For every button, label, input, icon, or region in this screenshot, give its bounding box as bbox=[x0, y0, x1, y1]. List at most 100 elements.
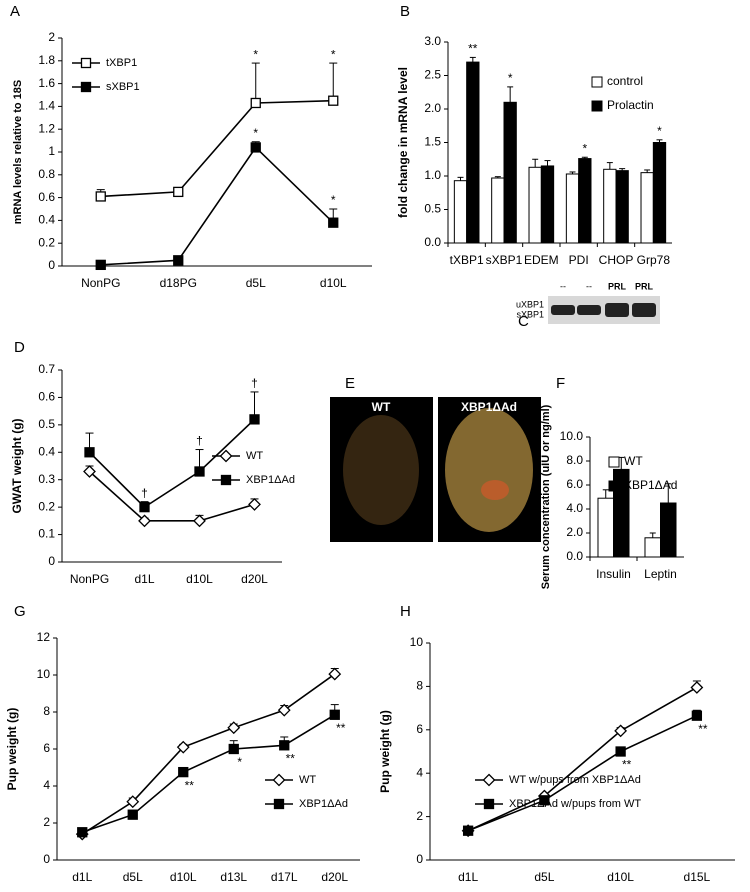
y-tick-label: 0.7 bbox=[38, 362, 55, 376]
y-tick-label: 2.5 bbox=[424, 68, 441, 82]
y-tick-label: 1.2 bbox=[38, 121, 55, 135]
marker bbox=[277, 703, 291, 717]
y-tick-label: 10 bbox=[37, 667, 51, 681]
x-tick-label: d5L bbox=[123, 870, 143, 884]
panel-label: C bbox=[518, 313, 529, 330]
marker bbox=[249, 414, 260, 425]
marker bbox=[279, 740, 290, 751]
image-label: XBP1ΔAd bbox=[461, 400, 517, 414]
marker bbox=[462, 825, 474, 836]
panel-label: A bbox=[10, 3, 20, 20]
marker bbox=[273, 798, 285, 810]
legend-label: WT bbox=[246, 450, 263, 462]
y-tick-label: 10 bbox=[410, 635, 424, 649]
x-tick-label: tXBP1 bbox=[450, 253, 484, 267]
lane-label: -- bbox=[560, 281, 566, 291]
y-tick-label: 0.0 bbox=[424, 235, 441, 249]
y-tick-label: 0 bbox=[43, 852, 50, 866]
y-axis-label: Pup weight (g) bbox=[5, 708, 19, 791]
y-tick-label: 8 bbox=[416, 679, 423, 693]
legend-label: XBP1ΔAd bbox=[246, 474, 295, 486]
y-tick-label: 12 bbox=[37, 630, 51, 644]
significance: * bbox=[508, 71, 513, 85]
x-tick-label: d18PG bbox=[160, 276, 197, 290]
marker bbox=[84, 447, 95, 458]
significance: ** bbox=[698, 722, 708, 736]
legend-swatch bbox=[608, 480, 620, 492]
significance: * bbox=[253, 47, 258, 61]
x-tick-label: d20L bbox=[241, 572, 268, 586]
y-axis-label: Serum concentration (uIU or ng/ml) bbox=[540, 404, 552, 589]
x-tick-label: d10L bbox=[170, 870, 197, 884]
marker bbox=[80, 81, 92, 93]
x-tick-label: Grp78 bbox=[637, 253, 671, 267]
significance: * bbox=[331, 47, 336, 61]
marker bbox=[690, 681, 704, 694]
bar bbox=[491, 177, 505, 244]
panel-label: B bbox=[400, 3, 410, 20]
marker bbox=[272, 773, 286, 787]
marker bbox=[127, 809, 138, 820]
series-line bbox=[88, 470, 255, 522]
y-tick-label: 1 bbox=[48, 144, 55, 158]
y-tick-label: 8 bbox=[43, 704, 50, 718]
y-tick-label: 4 bbox=[416, 765, 423, 779]
significance: † bbox=[196, 434, 203, 448]
marker bbox=[482, 773, 496, 787]
y-tick-label: 0.0 bbox=[566, 549, 583, 563]
significance: ** bbox=[185, 778, 195, 792]
bar bbox=[466, 61, 480, 244]
y-tick-label: 2 bbox=[43, 815, 50, 829]
significance: † bbox=[141, 486, 148, 500]
legend-label: Prolactin bbox=[607, 98, 654, 112]
marker bbox=[228, 743, 239, 755]
legend-label: control bbox=[607, 74, 643, 88]
marker bbox=[80, 57, 92, 69]
marker bbox=[250, 97, 261, 109]
tissue bbox=[445, 408, 533, 532]
marker bbox=[95, 191, 106, 202]
marker bbox=[176, 740, 190, 754]
legend-label: WT w/pups from XBP1ΔAd bbox=[509, 774, 641, 786]
y-tick-label: 2 bbox=[416, 809, 423, 823]
bar bbox=[528, 166, 542, 244]
gel-band bbox=[577, 305, 601, 315]
series-line bbox=[100, 146, 334, 266]
tissue bbox=[481, 480, 509, 500]
y-tick-label: 1.0 bbox=[424, 168, 441, 182]
y-tick-label: 0.1 bbox=[38, 527, 55, 541]
y-tick-label: 0.4 bbox=[38, 444, 55, 458]
significance: ** bbox=[336, 721, 346, 735]
gel-band bbox=[605, 303, 629, 317]
legend-label: XBP1ΔAd bbox=[624, 478, 677, 492]
y-tick-label: 4 bbox=[43, 778, 50, 792]
x-tick-label: d1L bbox=[72, 870, 92, 884]
bar bbox=[640, 172, 654, 244]
y-tick-label: 0.5 bbox=[38, 417, 55, 431]
marker bbox=[83, 465, 96, 478]
y-tick-label: 0 bbox=[48, 258, 55, 272]
legend-swatch bbox=[591, 100, 603, 112]
y-tick-label: 6.0 bbox=[566, 477, 583, 491]
x-tick-label: sXBP1 bbox=[486, 253, 523, 267]
bar bbox=[540, 165, 555, 244]
legend-swatch bbox=[608, 456, 620, 468]
x-tick-label: d10L bbox=[186, 572, 213, 586]
panel-label: F bbox=[556, 375, 565, 392]
gel-band bbox=[551, 305, 575, 315]
y-axis-label: mRNA levels relative to 18S bbox=[12, 80, 24, 225]
marker bbox=[173, 186, 184, 198]
marker bbox=[126, 795, 140, 809]
significance: * bbox=[237, 755, 242, 769]
y-axis-label: fold change in mRNA level bbox=[396, 67, 410, 218]
marker bbox=[227, 721, 241, 735]
gel: -- -- PRL PRL uXBP1 sXBP1 bbox=[516, 281, 660, 324]
y-tick-label: 1.8 bbox=[38, 53, 55, 67]
marker bbox=[483, 798, 495, 810]
x-tick-label: PDI bbox=[569, 253, 589, 267]
legend-label: WT bbox=[299, 774, 316, 786]
legend-label: WT bbox=[624, 454, 643, 468]
significance: * bbox=[331, 193, 336, 207]
y-axis-label: GWAT weight (g) bbox=[10, 418, 24, 513]
